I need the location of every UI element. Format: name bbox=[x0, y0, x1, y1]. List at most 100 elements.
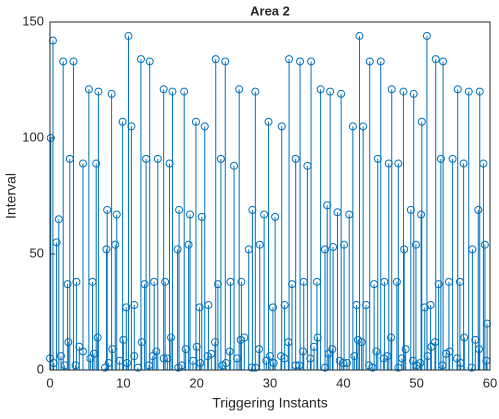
stem-marker bbox=[184, 240, 193, 249]
y-axis-label: Interval bbox=[3, 173, 19, 219]
x-tick-label: 30 bbox=[263, 375, 277, 390]
stem-marker bbox=[368, 363, 377, 372]
stem-marker bbox=[72, 277, 81, 286]
stem-marker bbox=[216, 154, 225, 163]
stem-marker bbox=[255, 240, 264, 249]
stem-marker bbox=[483, 319, 492, 328]
stem-marker bbox=[211, 338, 219, 347]
stem-marker bbox=[236, 335, 245, 344]
stem-marker bbox=[436, 154, 445, 163]
stem-marker bbox=[92, 159, 101, 168]
stem-marker bbox=[460, 333, 469, 342]
stem-marker bbox=[79, 159, 87, 168]
stem-marker bbox=[431, 55, 440, 64]
stem-marker bbox=[59, 57, 68, 66]
stem-marker bbox=[63, 280, 72, 289]
x-axis-label: Triggering Instants bbox=[212, 395, 327, 411]
stem-marker bbox=[181, 345, 190, 354]
y-tick-label: 100 bbox=[22, 129, 44, 144]
x-tick-label: 60 bbox=[483, 375, 497, 390]
stem-marker bbox=[323, 201, 332, 210]
stem-marker bbox=[427, 342, 436, 351]
stem-marker bbox=[64, 338, 73, 347]
stem-marker bbox=[464, 87, 473, 96]
stem-marker bbox=[57, 352, 65, 361]
stem-marker bbox=[255, 345, 263, 354]
stem-marker bbox=[295, 361, 304, 370]
stem-marker bbox=[127, 122, 136, 131]
stem-marker bbox=[112, 210, 121, 219]
stem-marker bbox=[52, 238, 61, 247]
stem-marker bbox=[221, 57, 230, 66]
stem-marker bbox=[468, 245, 477, 254]
stem-marker bbox=[167, 333, 175, 342]
stem-marker bbox=[417, 117, 426, 126]
stem-marker bbox=[365, 57, 374, 66]
stem-marker bbox=[159, 85, 168, 94]
stem-marker bbox=[140, 280, 149, 289]
stem-marker bbox=[400, 245, 409, 254]
stem-marker bbox=[459, 159, 468, 168]
stem-marker bbox=[104, 359, 113, 368]
y-tick-label: 0 bbox=[37, 361, 44, 376]
stem-marker bbox=[260, 210, 269, 219]
stem-marker bbox=[200, 122, 209, 131]
stem-marker bbox=[383, 352, 392, 361]
stem-marker bbox=[326, 87, 335, 96]
stem-marker bbox=[191, 117, 200, 126]
stem-marker bbox=[134, 363, 142, 372]
stem-marker bbox=[90, 349, 98, 358]
stem-marker bbox=[173, 245, 182, 254]
x-tick-label: 10 bbox=[116, 375, 130, 390]
stem-marker bbox=[394, 159, 403, 168]
stem-marker bbox=[442, 349, 450, 358]
stem-marker bbox=[372, 347, 381, 356]
stem-marker bbox=[426, 301, 435, 310]
stem-marker bbox=[69, 57, 78, 66]
stem-marker bbox=[329, 243, 338, 252]
stem-marker bbox=[264, 117, 273, 126]
stem-marker bbox=[266, 352, 274, 361]
stem-marker bbox=[296, 57, 305, 66]
stem-marker bbox=[310, 342, 318, 351]
stem-marker bbox=[93, 333, 102, 342]
stem-marker bbox=[186, 210, 195, 219]
stem-marker bbox=[422, 31, 431, 40]
stem-marker bbox=[204, 301, 213, 310]
stem-marker bbox=[46, 134, 55, 142]
stem-marker bbox=[280, 301, 289, 310]
stem-marker bbox=[291, 154, 300, 163]
stem-marker bbox=[192, 342, 201, 351]
stem-marker bbox=[165, 159, 174, 168]
stem-marker bbox=[94, 87, 103, 96]
stem-marker bbox=[479, 159, 488, 168]
stem-marker bbox=[103, 205, 112, 214]
stem-marker bbox=[340, 240, 349, 249]
stem-marker bbox=[180, 87, 189, 96]
stem-marker bbox=[107, 89, 116, 98]
stem-marker bbox=[359, 122, 368, 131]
stem-marker bbox=[108, 345, 117, 354]
axes-box bbox=[49, 21, 491, 371]
stem-marker bbox=[456, 359, 465, 368]
stem-marker bbox=[380, 277, 389, 286]
y-tick-label: 50 bbox=[30, 245, 44, 260]
stem-marker bbox=[213, 280, 222, 289]
stem-marker bbox=[163, 354, 172, 363]
stem-marker bbox=[84, 85, 93, 94]
stem-marker bbox=[119, 335, 128, 344]
stem-marker bbox=[118, 117, 127, 126]
stem-marker bbox=[471, 335, 480, 344]
stem-marker bbox=[453, 85, 462, 94]
stem-marker bbox=[409, 89, 418, 98]
stem-marker bbox=[307, 57, 316, 66]
stem-marker bbox=[439, 57, 448, 66]
stem-marker bbox=[401, 345, 410, 354]
stem-marker bbox=[387, 85, 396, 94]
x-tick-label: 20 bbox=[189, 375, 203, 390]
stem-marker bbox=[448, 154, 457, 163]
stem-marker bbox=[412, 361, 421, 370]
stem-marker bbox=[248, 205, 257, 214]
stem-marker bbox=[284, 338, 293, 347]
